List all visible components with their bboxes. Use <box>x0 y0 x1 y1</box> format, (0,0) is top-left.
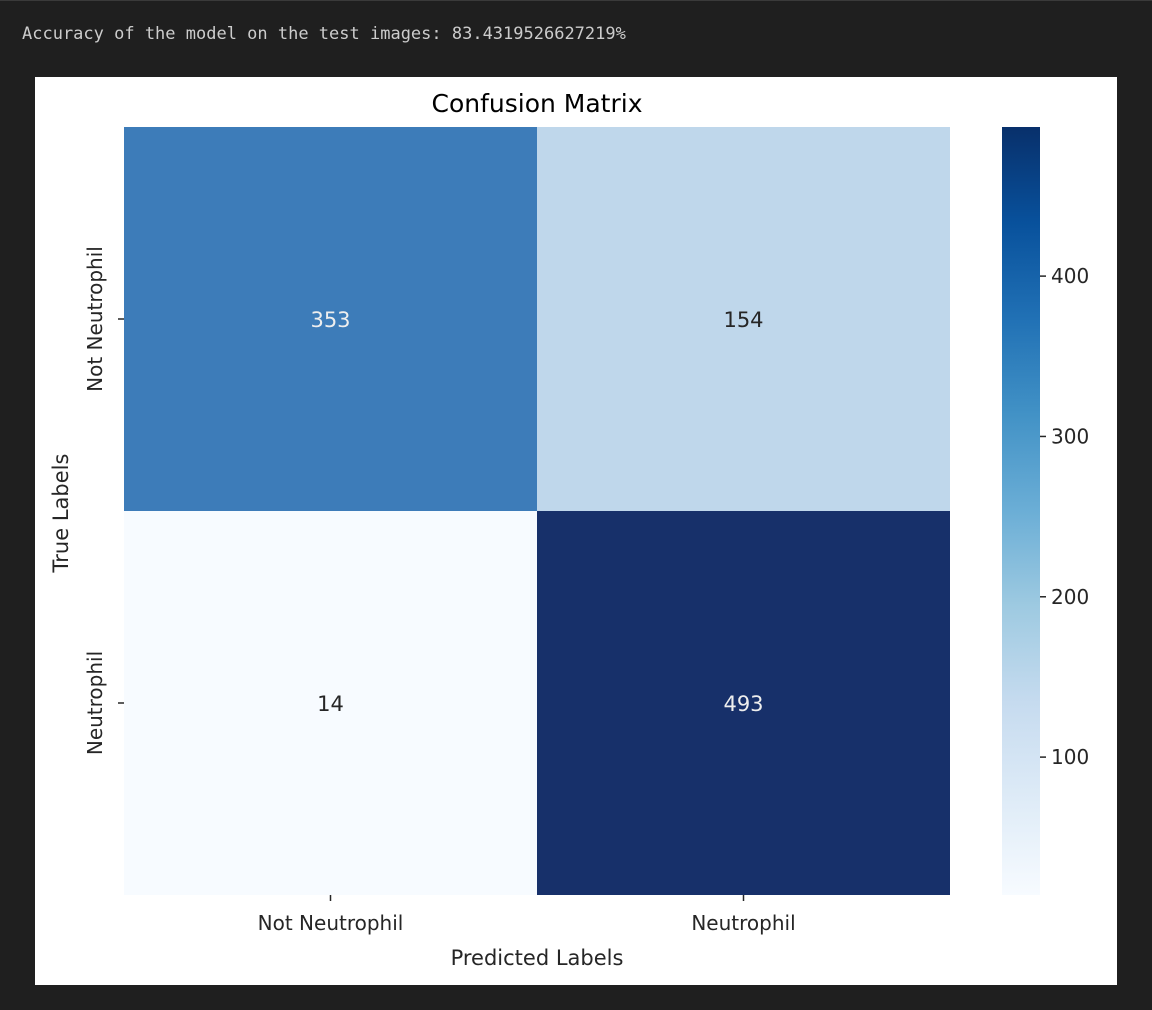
y-tick-label: Neutrophil <box>83 651 107 755</box>
cell-value-r1-c1: 493 <box>723 692 763 716</box>
colorbar-tick-label: 400 <box>1051 264 1089 288</box>
x-axis-ticks: Not Neutrophil Neutrophil <box>258 895 796 935</box>
accuracy-output-text: Accuracy of the model on the test images… <box>22 24 626 44</box>
top-border-line <box>0 0 1152 1</box>
colorbar <box>1002 127 1040 895</box>
y-axis-label: True Labels <box>49 454 73 574</box>
heatmap-cell-r1-c1 <box>537 511 950 895</box>
confusion-matrix-chart: Confusion Matrix 353 154 14 493 Not Neutrop… <box>49 89 1089 970</box>
x-tick-label: Not Neutrophil <box>258 911 404 935</box>
chart-title: Confusion Matrix <box>431 89 642 118</box>
heatmap-cell-r0-c1 <box>537 127 950 511</box>
cell-value-r0-c0: 353 <box>310 308 350 332</box>
heatmap-cells <box>124 127 950 895</box>
colorbar-tick-label: 200 <box>1051 585 1089 609</box>
colorbar-tick-label: 300 <box>1051 424 1089 448</box>
heatmap-cell-r1-c0 <box>124 511 537 895</box>
colorbar-tick-label: 100 <box>1051 745 1089 769</box>
cell-value-r1-c0: 14 <box>317 692 344 716</box>
x-axis-label: Predicted Labels <box>451 946 624 970</box>
colorbar-ticks: 100 200 300 400 <box>1040 264 1089 769</box>
x-tick-label: Neutrophil <box>691 911 795 935</box>
heatmap-cell-labels: 353 154 14 493 <box>310 308 763 716</box>
y-tick-label: Not Neutrophil <box>83 246 107 392</box>
heatmap-cell-r0-c0 <box>124 127 537 511</box>
confusion-matrix-figure: Confusion Matrix 353 154 14 493 Not Neutrop… <box>35 77 1117 985</box>
cell-value-r0-c1: 154 <box>723 308 763 332</box>
y-axis-ticks: Not Neutrophil Neutrophil <box>83 246 124 755</box>
